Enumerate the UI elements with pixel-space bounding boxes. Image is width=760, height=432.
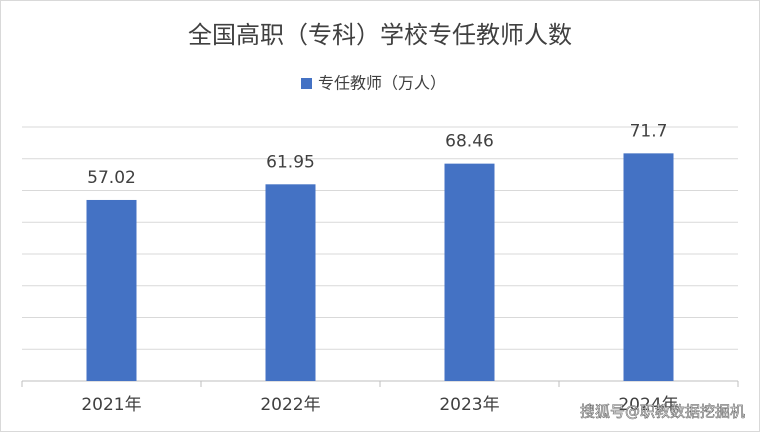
bar — [265, 184, 316, 381]
chart-title: 全国高职（专科）学校专任教师人数 — [188, 21, 572, 49]
x-tick-label: 2021年 — [81, 395, 141, 415]
x-tick-label: 2024年 — [618, 395, 678, 415]
bar — [444, 163, 495, 381]
legend-swatch — [301, 78, 312, 89]
data-label: 57.02 — [87, 168, 136, 188]
x-tick-label: 2023年 — [439, 395, 499, 415]
bar — [623, 153, 674, 381]
watermark: 搜狐号@职教数据挖掘机 — [580, 403, 745, 421]
bar — [86, 199, 137, 381]
data-label: 68.46 — [445, 132, 494, 152]
data-label: 61.95 — [266, 152, 315, 172]
x-tick-label: 2022年 — [260, 395, 320, 415]
legend-label: 专任教师（万人） — [318, 74, 446, 93]
data-label: 71.7 — [630, 121, 668, 141]
